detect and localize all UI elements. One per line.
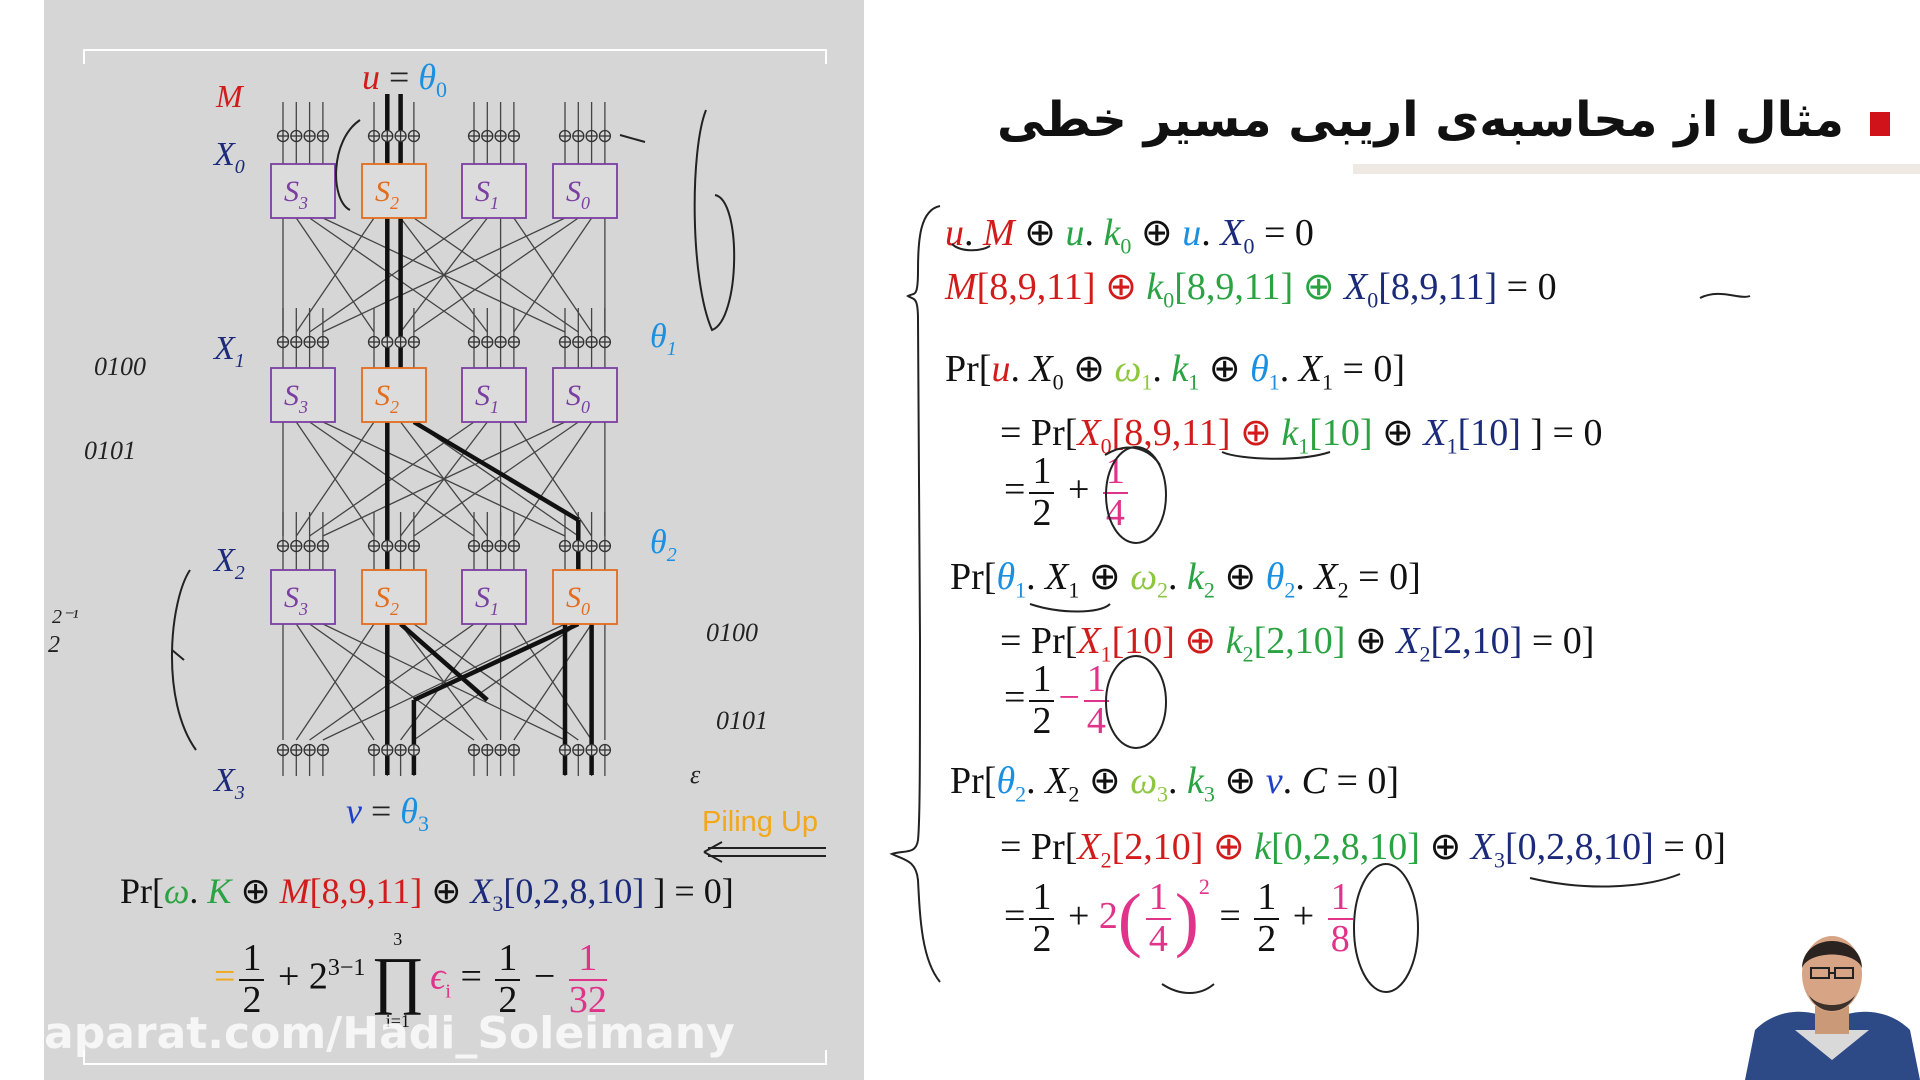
handwritten-annotations [170, 109, 1751, 751]
piling-up-formula-line1: Pr[ω. K ⊕ M[8,9,11] ⊕ X3[0,2,8,10] ] = 0… [120, 871, 734, 917]
title-bullet-icon [1870, 112, 1890, 136]
sbox-s2: S2 [361, 163, 427, 219]
svg-text:S0: S0 [566, 581, 590, 619]
label-theta2: θ2 [650, 524, 677, 566]
label-x2: X2 [214, 542, 245, 584]
watermark: aparat.com/Hadi_Soleimany [44, 1008, 735, 1059]
equation-8: = 1 2−1 4 [1004, 659, 1113, 742]
equation-7: = Pr[X1[10] ⊕ k2[2,10] ⊕ X2[2,10] = 0] [1000, 620, 1595, 667]
equation-2: M[8,9,11] ⊕ k0[8,9,11] ⊕ X0[8,9,11] = 0 [945, 266, 1557, 313]
note-0100-left: 0100 [94, 352, 146, 381]
double-arrow-left-icon [703, 841, 826, 863]
equation-6: Pr[θ1. X1 ⊕ ω2. k2 ⊕ θ2. X2 = 0] [950, 556, 1421, 603]
piling-up-label: Piling Up [702, 806, 819, 838]
slide-title: مثال از محاسبه‌ی اریبی مسیر خطی [996, 92, 1844, 148]
presenter-video [1745, 910, 1920, 1080]
label-x3: X3 [214, 762, 245, 804]
sbox-s2: S2 [361, 569, 427, 625]
note-0101-left: 0101 [84, 436, 136, 465]
equation-3: Pr[u. X0 ⊕ ω1. k1 ⊕ θ1. X1 = 0] [945, 348, 1406, 395]
note-epsilon: ε [690, 760, 701, 789]
sbox-s0: S0 [552, 163, 618, 219]
note-2: 2 [48, 632, 60, 658]
sbox-s0: S0 [552, 569, 618, 625]
equation-9: Pr[θ2. X2 ⊕ ω3. k3 ⊕ v. C = 0] [950, 760, 1400, 807]
sbox-s3: S3 [270, 569, 336, 625]
label-v-theta3: v = θ3 [346, 791, 429, 837]
sbox-s3: S3 [270, 163, 336, 219]
label-x0: X0 [214, 136, 245, 178]
label-m: M [216, 78, 243, 114]
sbox-s2: S2 [361, 367, 427, 423]
title-underline [1353, 164, 1920, 174]
sbox-s1: S1 [461, 163, 527, 219]
sbox-s0: S0 [552, 367, 618, 423]
sbox-s1: S1 [461, 569, 527, 625]
note-2-1: 2⁻¹ [52, 606, 79, 628]
label-x1: X1 [214, 330, 245, 372]
equation-10: = Pr[X2[2,10] ⊕ k[0,2,8,10] ⊕ X3[0,2,8,1… [1000, 826, 1726, 873]
svg-text:S1: S1 [475, 581, 499, 619]
equation-1: u. M ⊕ u. k0 ⊕ u. X0 = 0 [945, 212, 1314, 259]
left-margin [0, 0, 44, 1080]
note-0100-right: 0100 [706, 618, 758, 647]
sbox-s1: S1 [461, 367, 527, 423]
label-theta1: θ1 [650, 318, 677, 360]
brace-icon [889, 205, 941, 983]
equation-4: = Pr[X0[8,9,11] ⊕ k1[10] ⊕ X1[10] ] = 0 [1000, 412, 1603, 459]
note-0101-right: 0101 [716, 706, 768, 735]
sbox-s3: S3 [270, 367, 336, 423]
label-u-theta0: u = θ0 [362, 57, 447, 103]
